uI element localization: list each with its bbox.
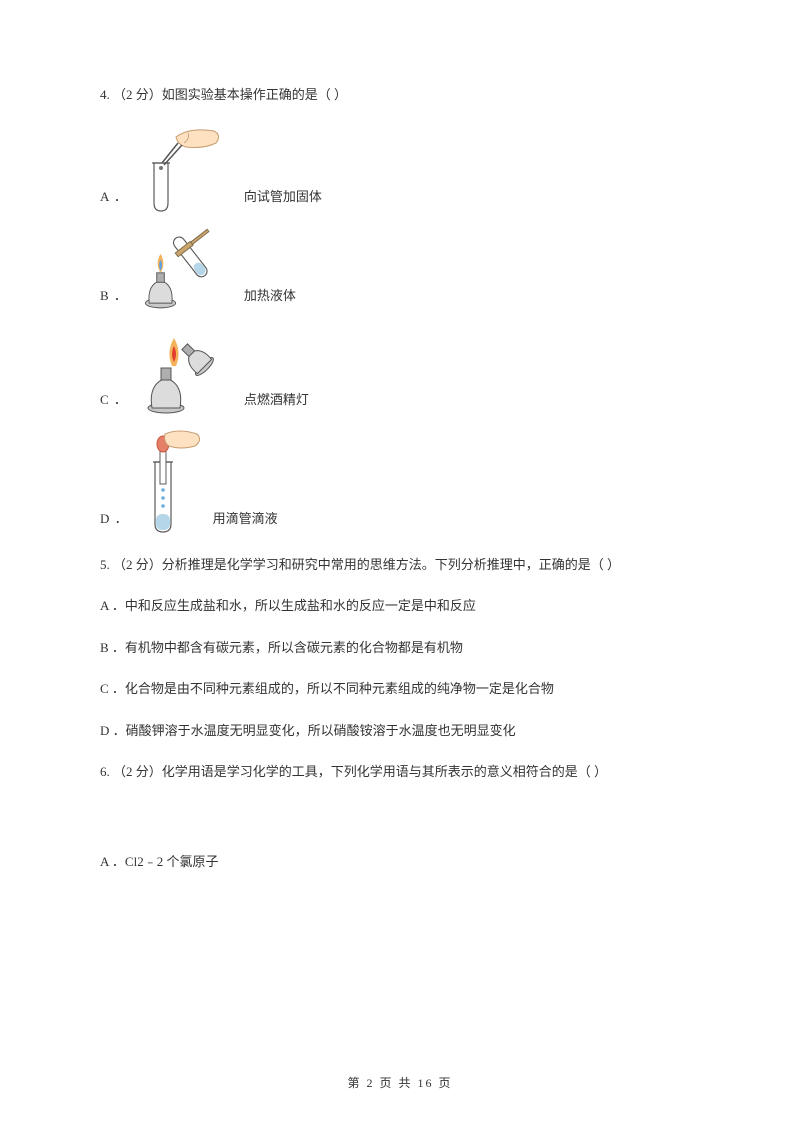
- q4-c-text: 点燃酒精灯: [224, 390, 309, 416]
- q4-stem: 4. （2 分）如图实验基本操作正确的是（ ）: [100, 85, 700, 105]
- q4-d-text: 用滴管滴液: [205, 509, 278, 535]
- q4-d-diagram: [135, 430, 205, 535]
- page-footer: 第 2 页 共 16 页: [0, 1074, 800, 1092]
- q5-stem: 5. （2 分）分析推理是化学学习和研究中常用的思维方法。下列分析推理中，正确的…: [100, 555, 700, 575]
- page-body: 4. （2 分）如图实验基本操作正确的是（ ） A ． 向试管加固体 B ．: [0, 0, 800, 871]
- q4-a-text: 向试管加固体: [224, 187, 322, 213]
- q4-a-diagram: [134, 123, 224, 213]
- q4-option-c: C ． 点燃酒精灯: [100, 326, 700, 416]
- q4-b-label: B ．: [100, 286, 128, 312]
- q5-c: C ．化合物是由不同种元素组成的，所以不同种元素组成的纯净物一定是化合物: [100, 679, 700, 699]
- q6-a: A ．Cl2﹣2 个氯原子: [100, 852, 700, 872]
- q4-d-label: D ．: [100, 509, 129, 535]
- q5-a: A ．中和反应生成盐和水，所以生成盐和水的反应一定是中和反应: [100, 596, 700, 616]
- q5-b: B ．有机物中都含有碳元素，所以含碳元素的化合物都是有机物: [100, 638, 700, 658]
- q4-option-a: A ． 向试管加固体: [100, 123, 700, 213]
- q4-a-label: A ．: [100, 187, 128, 213]
- q4-option-b: B ． 加热液体: [100, 227, 700, 312]
- q4-b-diagram: [134, 227, 224, 312]
- q4-option-d: D ． 用滴管滴液: [100, 430, 700, 535]
- q6-stem: 6. （2 分）化学用语是学习化学的工具，下列化学用语与其所表示的意义相符合的是…: [100, 762, 700, 782]
- q4-b-text: 加热液体: [224, 286, 296, 312]
- q4-c-label: C ．: [100, 390, 128, 416]
- q4-c-diagram: [134, 326, 224, 416]
- q5-d: D ．硝酸钾溶于水温度无明显变化，所以硝酸铵溶于水温度也无明显变化: [100, 721, 700, 741]
